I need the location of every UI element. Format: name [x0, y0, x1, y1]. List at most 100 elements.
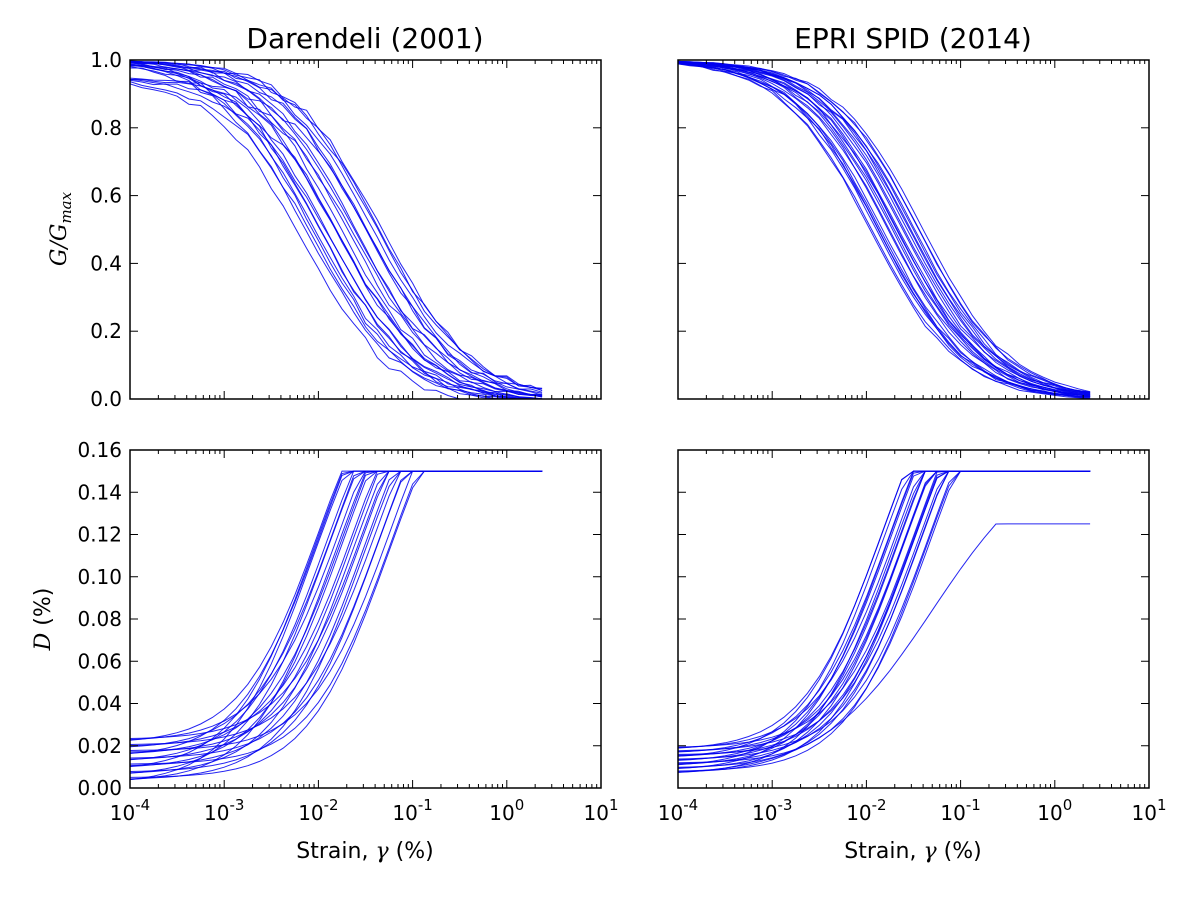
epri-gmax-curve: [677, 61, 1091, 397]
darendeli-gmax-curve: [129, 64, 543, 400]
darendeli-gmax-ticks: 0.0 0.2 0.4 0.6 0.8 1.0: [90, 48, 602, 411]
epri-gmax-curve: [677, 62, 1091, 398]
epri-damping-curve: [677, 470, 1091, 757]
darendeli-damping-ytick-label: 0.00: [77, 776, 122, 800]
epri-gmax-curve: [677, 61, 1091, 397]
epri-damping-xtick-label: 100: [1037, 796, 1072, 825]
epri-gmax-curve: [677, 61, 1091, 395]
epri-damping-xtick-label: 101: [1132, 796, 1167, 825]
epri-gmax-curve: [677, 61, 1091, 395]
epri-gmax-curve: [677, 61, 1091, 393]
darendeli-gmax-ytick-label: 1.0: [90, 48, 122, 72]
darendeli-gmax-curve: [129, 66, 543, 400]
darendeli-damping-curve: [129, 470, 543, 741]
epri-damping-curve: [677, 470, 1091, 773]
darendeli-gmax-panel: Darendeli (2001) 0.0 0.2 0.4 0.6 0.8 1.0 G/Gm…: [47, 22, 602, 411]
darendeli-gmax-curve: [129, 60, 543, 390]
epri-gmax-panel: EPRI SPID (2014): [677, 22, 1150, 400]
darendeli-damping-xtick-label: 10-1: [392, 796, 432, 825]
darendeli-gmax-curve: [129, 78, 543, 400]
darendeli-damping-curve: [129, 470, 543, 748]
epri-damping-panel: 10-4 10-3 10-2 10-1 100 101 Strain, γ (%): [658, 449, 1167, 864]
darendeli-gmax-curve: [130, 67, 543, 400]
darendeli-damping-xtick-label: 101: [584, 796, 619, 825]
darendeli-damping-ytick-label: 0.04: [77, 692, 122, 716]
epri-damping-curve: [677, 470, 1091, 755]
epri-damping-xtick-label: 10-1: [940, 796, 980, 825]
darendeli-damping-ticks: 0.00 0.02 0.04 0.06 0.08 0.10 0.12 0.14 0.16 10-4…: [77, 438, 618, 825]
darendeli-damping-xlabel: Strain, γ (%): [296, 839, 433, 864]
epri-gmax-curve: [677, 61, 1091, 395]
darendeli-gmax-ytick-label: 0.6: [90, 184, 122, 208]
epri-damping-curve: [677, 470, 1091, 752]
darendeli-damping-xtick-label: 10-4: [110, 796, 150, 825]
epri-gmax-curve: [677, 62, 1091, 398]
epri-damping-curve: [677, 470, 1091, 757]
epri-damping-curves: [677, 470, 1091, 773]
darendeli-gmax-curve: [129, 61, 543, 398]
darendeli-damping-ytick-label: 0.10: [77, 565, 122, 589]
darendeli-damping-ytick-label: 0.06: [77, 649, 122, 673]
epri-damping-curve: [677, 470, 1091, 748]
epri-damping-curve: [677, 470, 1091, 749]
epri-gmax-curve: [677, 62, 1091, 397]
darendeli-gmax-curve: [129, 60, 543, 389]
darendeli-gmax-ytick-label: 0.0: [90, 387, 122, 411]
epri-damping-xlabel: Strain, γ (%): [844, 839, 981, 864]
darendeli-gmax-curve: [129, 61, 543, 394]
darendeli-gmax-curve: [129, 61, 543, 395]
epri-gmax-curve: [677, 61, 1091, 394]
epri-gmax-curve: [677, 61, 1091, 394]
darendeli-damping-curves: [129, 470, 543, 781]
darendeli-damping-ytick-label: 0.08: [77, 607, 122, 631]
epri-gmax-curve: [677, 61, 1091, 394]
darendeli-damping-curve: [129, 470, 543, 754]
epri-damping-curve: [677, 523, 1091, 773]
epri-gmax-curve: [677, 60, 1091, 393]
darendeli-gmax-curve: [129, 64, 543, 400]
darendeli-gmax-curve: [129, 77, 543, 396]
epri-damping-curve: [677, 470, 1091, 749]
darendeli-gmax-curves: [129, 60, 543, 400]
darendeli-gmax-title: Darendeli (2001): [246, 22, 483, 55]
darendeli-gmax-curve: [129, 78, 543, 398]
darendeli-damping-curve: [129, 470, 543, 747]
darendeli-gmax-curve: [129, 60, 543, 391]
epri-gmax-curve: [677, 63, 1091, 397]
darendeli-damping-curve: [129, 470, 543, 760]
darendeli-damping-frame: [129, 449, 602, 789]
darendeli-damping-curve: [129, 470, 543, 741]
darendeli-gmax-curve: [129, 65, 543, 400]
darendeli-damping-xtick-label: 10-2: [298, 796, 338, 825]
epri-damping-xtick-label: 10-3: [752, 796, 792, 825]
epri-gmax-curve: [677, 62, 1091, 396]
epri-damping-curve: [677, 470, 1091, 773]
epri-gmax-curves: [677, 60, 1091, 400]
darendeli-damping-curve: [129, 470, 543, 754]
epri-gmax-curve: [677, 61, 1091, 394]
darendeli-damping-curve: [129, 470, 543, 739]
darendeli-damping-panel: 0.00 0.02 0.04 0.06 0.08 0.10 0.12 0.14 0.16 10-4…: [31, 438, 619, 864]
epri-damping-frame: [677, 449, 1150, 789]
darendeli-gmax-curve: [129, 61, 543, 396]
epri-gmax-curve: [677, 60, 1091, 393]
epri-damping-curve: [677, 470, 1091, 772]
darendeli-damping-ytick-label: 0.14: [77, 480, 122, 504]
darendeli-gmax-curve: [129, 83, 543, 400]
darendeli-damping-ylabel: D (%): [31, 588, 56, 652]
darendeli-gmax-frame: [129, 59, 602, 400]
darendeli-damping-ytick-label: 0.02: [77, 734, 122, 758]
darendeli-gmax-ytick-label: 0.8: [90, 116, 122, 140]
darendeli-damping-ytick-label: 0.12: [77, 523, 122, 547]
darendeli-gmax-ytick-label: 0.4: [90, 251, 122, 275]
epri-damping-xtick-label: 10-2: [846, 796, 886, 825]
epri-damping-xtick-label: 10-4: [658, 796, 698, 825]
epri-gmax-curve: [677, 63, 1091, 399]
darendeli-damping-xtick-label: 10-3: [204, 796, 244, 825]
darendeli-damping-curve: [129, 470, 543, 761]
darendeli-gmax-curve: [129, 79, 543, 400]
epri-gmax-curve: [677, 63, 1091, 398]
darendeli-gmax-curve: [129, 81, 543, 400]
epri-gmax-curve: [677, 63, 1091, 400]
